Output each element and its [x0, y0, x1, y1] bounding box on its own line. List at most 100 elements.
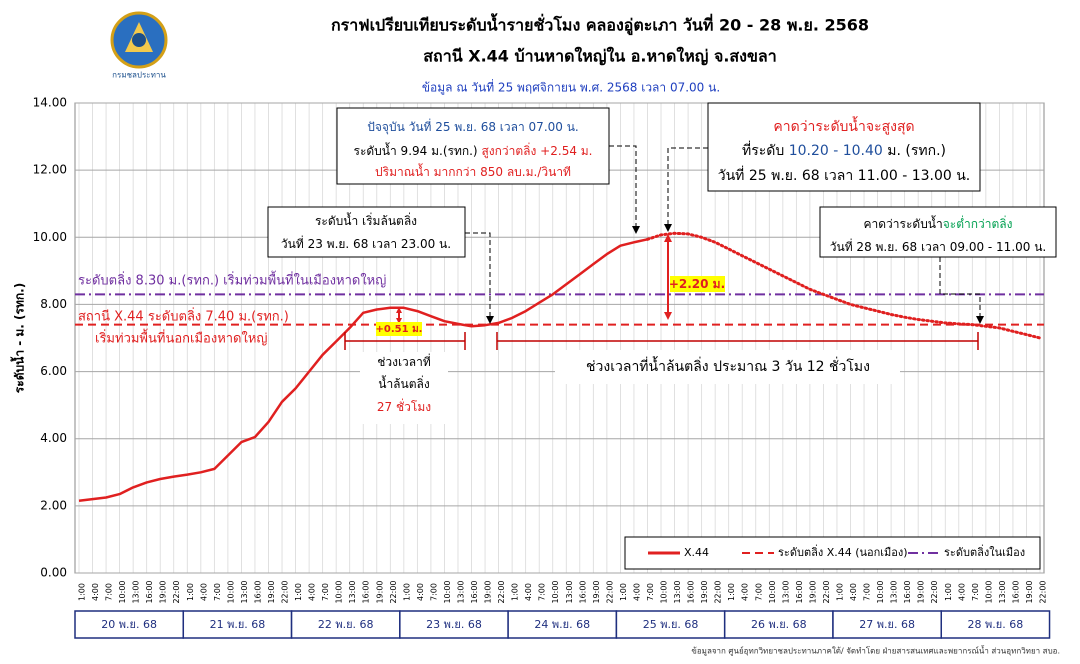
- day-label: 27 พ.ย. 68: [859, 618, 915, 631]
- x-tick-label: 10:00: [226, 580, 235, 603]
- annotation-segment: +2.20 ม.: [669, 277, 725, 291]
- y-tick-label: 8.00: [40, 297, 67, 311]
- x-tick-label: 7:00: [321, 583, 330, 601]
- x-tick-label: 1:00: [186, 583, 195, 601]
- annotation-segment: คาดว่าระดับน้ำ: [863, 215, 942, 231]
- day-label: 26 พ.ย. 68: [751, 618, 807, 631]
- day-label: 28 พ.ย. 68: [968, 618, 1024, 631]
- marks: [75, 231, 1044, 503]
- annotation-text: ปัจจุบัน วันที่ 25 พ.ย. 68 เวลา 07.00 น.: [367, 118, 578, 135]
- legend-label: X.44: [684, 546, 709, 559]
- x-tick-label: 1:00: [511, 583, 520, 601]
- x-tick-label: 10:00: [768, 580, 777, 603]
- series-line: [78, 238, 648, 503]
- annotation-segment: น้ำล้นตลิ่ง: [378, 375, 430, 391]
- x-tick-label: 22:00: [389, 580, 398, 603]
- x-tick-label: 16:00: [253, 580, 262, 603]
- x-tick-label: 22:00: [930, 580, 939, 603]
- annotation-segment: ช่วงเวลาที่น้ำล้นตลิ่ง ประมาณ 3 วัน 12 ช…: [586, 356, 870, 375]
- x-tick-label: 10:00: [335, 580, 344, 603]
- x-tick-label: 16:00: [470, 580, 479, 603]
- x-tick-label: 19:00: [267, 580, 276, 603]
- x-tick-label: 1:00: [835, 583, 844, 601]
- y-tick-label: 12.00: [33, 163, 67, 177]
- x-tick-label: 19:00: [159, 580, 168, 603]
- annotation-segment: ที่ระดับ: [742, 141, 789, 159]
- logo-text: กรมชลประทาน: [112, 71, 166, 80]
- annotation-text: 27 ชั่วโมง: [377, 398, 431, 414]
- day-box: [832, 610, 943, 639]
- annotation-segment: ระดับน้ำ 9.94 ม.(รทก.): [354, 142, 482, 158]
- x-tick-label: 1:00: [78, 583, 87, 601]
- y-tick-label: 14.00: [33, 96, 67, 110]
- x-tick-label: 10:00: [660, 580, 669, 603]
- annotation-segment: 27 ชั่วโมง: [377, 398, 431, 414]
- day-box: [290, 610, 401, 639]
- day-label: 21 พ.ย. 68: [210, 618, 266, 631]
- x-tick-label: 4:00: [632, 583, 641, 601]
- arrow-head: [632, 226, 640, 234]
- x-tick-label: 7:00: [646, 583, 655, 601]
- annotation-text: ระดับน้ำ 9.94 ม.(รทก.) สูงกว่าตลิ่ง +2.5…: [354, 142, 593, 159]
- date-note: ข้อมูล ณ วันที่ 25 พฤศจิกายน พ.ศ. 2568 เ…: [422, 79, 720, 96]
- x-tick-label: 7:00: [754, 583, 763, 601]
- reference-label: สถานี X.44 ระดับตลิ่ง 7.40 ม.(รทก.): [78, 308, 289, 325]
- chart-subtitle: สถานี X.44 บ้านหาดใหญ่ใน อ.หาดใหญ่ จ.สงข…: [423, 47, 776, 67]
- x-tick-label: 1:00: [402, 583, 411, 601]
- arrow-head: [396, 307, 402, 324]
- x-tick-label: 16:00: [145, 580, 154, 603]
- x-tick-label: 10:00: [118, 580, 127, 603]
- chart-title: กราฟเปรียบเทียบระดับน้ำรายชั่วโมง คลองอู…: [331, 13, 869, 37]
- x-tick-label: 10:00: [443, 580, 452, 603]
- y-tick-label: 4.00: [40, 431, 67, 445]
- x-tick-label: 4:00: [849, 583, 858, 601]
- x-tick-label: 13:00: [565, 580, 574, 603]
- x-tick-label: 13:00: [998, 580, 1007, 603]
- day-box: [74, 610, 185, 639]
- annotation-box: [707, 102, 981, 192]
- annotation-box: [670, 276, 725, 292]
- annotation-segment: ระดับน้ำ เริ่มล้นตลิ่ง: [315, 212, 417, 228]
- annotation-segment: ปริมาณน้ำ มากกว่า 850 ลบ.ม./วินาที: [375, 163, 571, 179]
- annotation-text: วันที่ 25 พ.ย. 68 เวลา 11.00 - 13.00 น.: [718, 166, 971, 184]
- x-tick-label: 7:00: [429, 583, 438, 601]
- annotation-text: +0.51 ม.: [376, 324, 423, 335]
- x-tick-label: 16:00: [687, 580, 696, 603]
- x-tick-label: 4:00: [199, 583, 208, 601]
- x-tick-label: 13:00: [456, 580, 465, 603]
- day-box: [182, 610, 293, 639]
- annotation-text: น้ำล้นตลิ่ง: [378, 375, 430, 391]
- x-tick-label: 19:00: [917, 580, 926, 603]
- x-tick-label: 1:00: [294, 583, 303, 601]
- x-axis: 1:00 4:00 7:00 10:00 13:00 16:00 19:00 22:00 1:0…: [74, 580, 1051, 639]
- y-tick-label: 10.00: [33, 230, 67, 244]
- connector: [609, 145, 637, 228]
- day-label: 24 พ.ย. 68: [534, 618, 590, 631]
- annotation-text: วันที่ 23 พ.ย. 68 เวลา 23.00 น.: [281, 235, 451, 251]
- day-box: [507, 610, 618, 639]
- x-tick-label: 7:00: [213, 583, 222, 601]
- x-tick-label: 13:00: [673, 580, 682, 603]
- annotation-text: ที่ระดับ 10.20 - 10.40 ม. (รทก.): [742, 141, 946, 159]
- day-label: 23 พ.ย. 68: [426, 618, 482, 631]
- annotation-segment: คาดว่าระดับน้ำจะสูงสุด: [773, 116, 914, 135]
- x-tick-label: 16:00: [1011, 580, 1020, 603]
- annotation-segment: +0.51 ม.: [376, 324, 423, 335]
- annotation-box: [336, 107, 610, 185]
- x-tick-label: 13:00: [240, 580, 249, 603]
- reference-label: เริ่มท่วมพื้นที่นอกเมืองหาดใหญ่: [95, 329, 268, 347]
- arrow-head: [486, 316, 494, 324]
- annotation-box: [267, 206, 466, 258]
- x-tick-label: 22:00: [822, 580, 831, 603]
- x-tick-label: 19:00: [592, 580, 601, 603]
- legend-label: ระดับตลิ่ง X.44 (นอกเมือง): [778, 544, 908, 559]
- x-tick-label: 22:00: [1039, 580, 1048, 603]
- x-tick-label: 4:00: [741, 583, 750, 601]
- annotation-text: วันที่ 28 พ.ย. 68 เวลา 09.00 - 11.00 น.: [830, 238, 1046, 254]
- x-tick-label: 4:00: [416, 583, 425, 601]
- x-tick-label: 16:00: [795, 580, 804, 603]
- x-tick-label: 22:00: [714, 580, 723, 603]
- x-tick-label: 4:00: [91, 583, 100, 601]
- arrow-head: [664, 224, 672, 232]
